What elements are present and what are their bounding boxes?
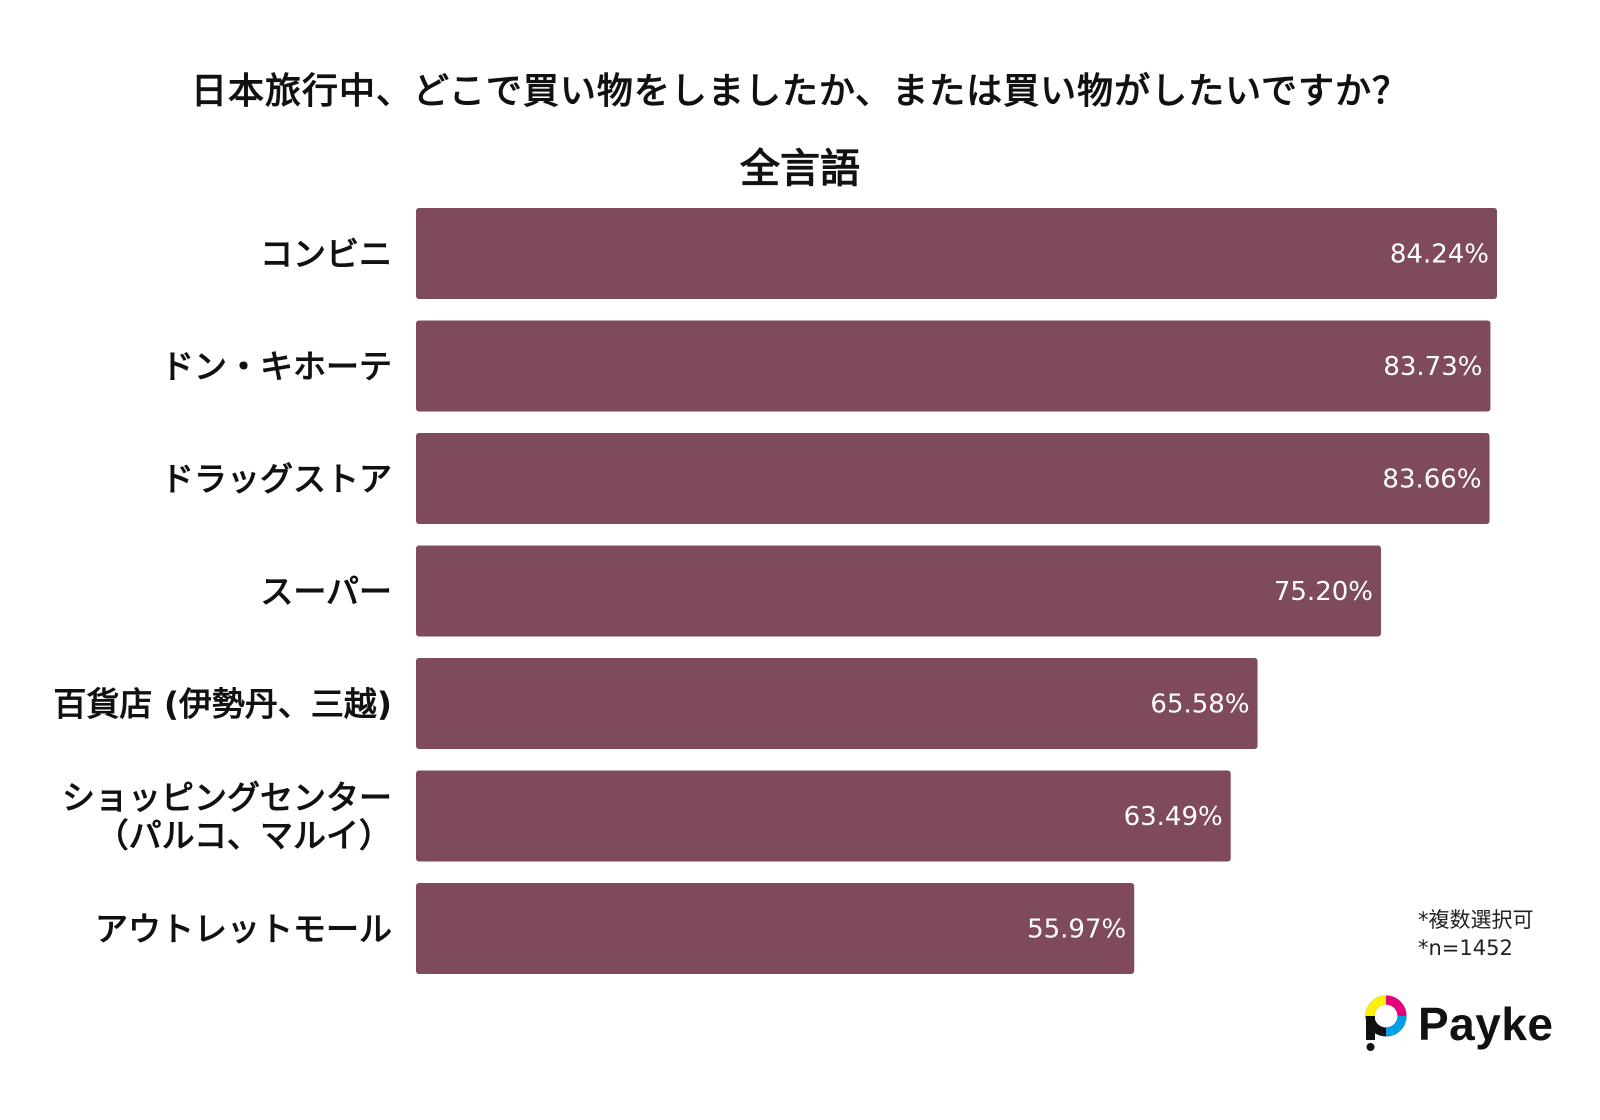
data-label-1: 83.73% — [1383, 352, 1482, 382]
data-label-4: 65.58% — [1150, 690, 1249, 720]
data-label-5: 63.49% — [1124, 802, 1223, 832]
category-label-5: ショッピングセンター（パルコ、マルイ） — [62, 778, 392, 855]
bar-5 — [416, 770, 1231, 862]
category-label-4: 百貨店 (伊勢丹、三越) — [53, 685, 392, 724]
brand-name: Payke — [1418, 998, 1554, 1050]
bar-3 — [416, 545, 1381, 637]
chart-subtitle: 全言語 — [740, 146, 860, 192]
payke-logo-icon — [1365, 995, 1407, 1051]
category-label-line: （パルコ、マルイ） — [96, 816, 392, 855]
bar-0 — [416, 208, 1497, 299]
bar-4 — [416, 658, 1258, 749]
data-label-6: 55.97% — [1027, 915, 1126, 945]
category-label-0: コンビニ — [260, 235, 392, 274]
category-label-line: ショッピングセンター — [62, 778, 392, 817]
data-label-0: 84.24% — [1390, 240, 1489, 270]
category-label-line: コンビニ — [260, 235, 392, 274]
category-label-line: ドラッグストア — [161, 460, 392, 499]
brand-logo: Payke — [1362, 994, 1554, 1054]
note-multiple-choice: *複数選択可 — [1418, 908, 1534, 932]
category-label-line: 百貨店 (伊勢丹、三越) — [53, 685, 392, 724]
category-label-3: スーパー — [260, 572, 392, 611]
note-sample-size: *n=1452 — [1418, 936, 1513, 960]
bar-2 — [416, 433, 1490, 524]
chart-notes: *複数選択可 *n=1452 — [1418, 906, 1534, 962]
category-label-line: ドン・キホーテ — [161, 347, 392, 386]
category-label-line: アウトレットモール — [95, 910, 392, 949]
category-label-6: アウトレットモール — [95, 910, 392, 949]
data-label-3: 75.20% — [1274, 577, 1373, 607]
bar-1 — [416, 320, 1491, 412]
data-label-2: 83.66% — [1382, 465, 1481, 495]
category-label-line: スーパー — [260, 572, 392, 611]
chart-title: 日本旅行中、どこで買い物をしましたか、または買い物がしたいですか？ — [190, 71, 1410, 112]
category-label-2: ドラッグストア — [161, 460, 392, 499]
category-label-1: ドン・キホーテ — [161, 347, 392, 386]
bar-6 — [416, 883, 1135, 974]
